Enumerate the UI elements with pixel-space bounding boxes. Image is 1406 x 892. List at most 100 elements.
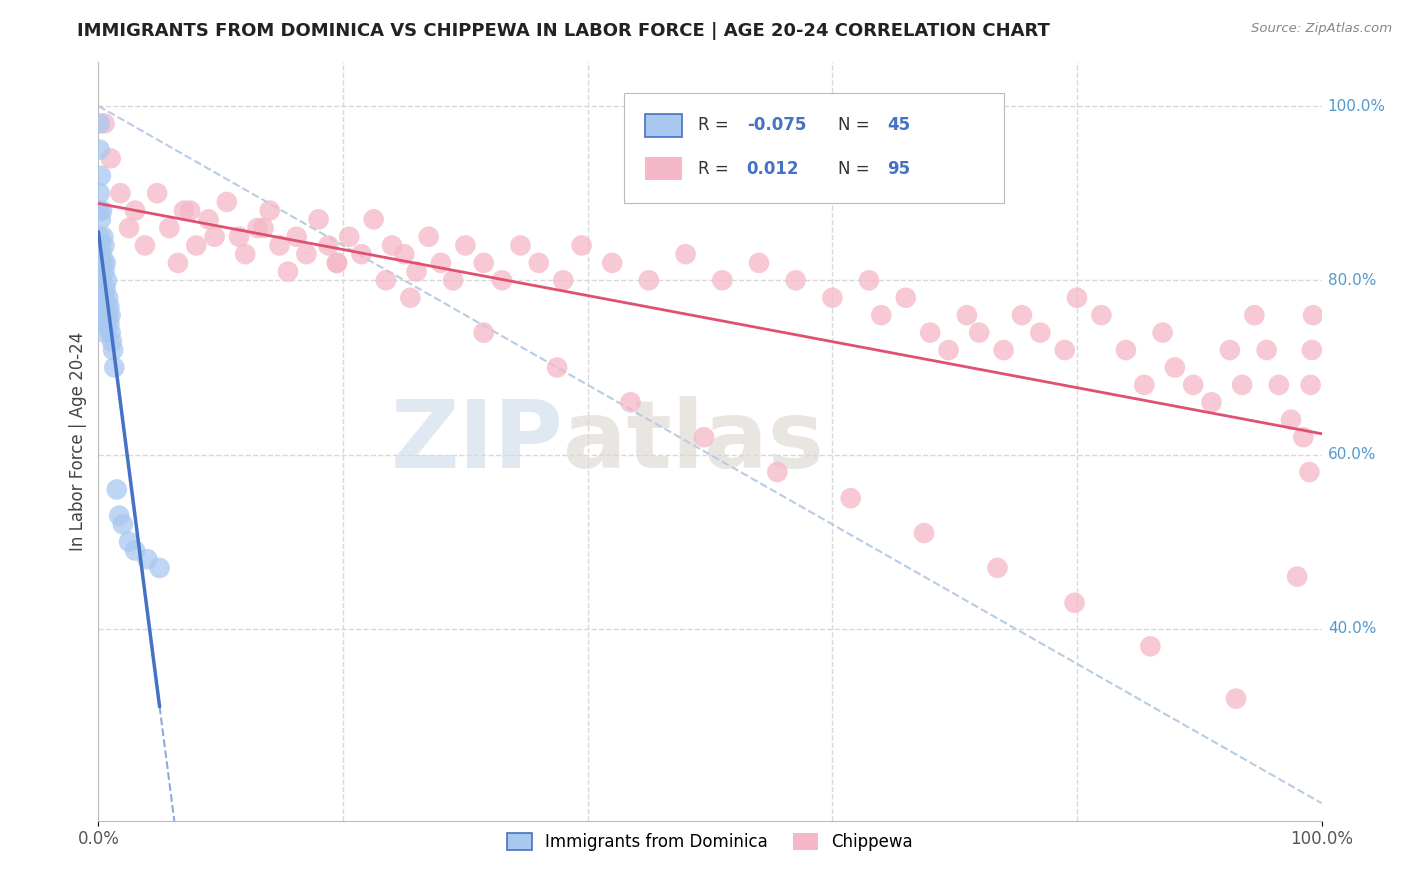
Text: atlas: atlas: [564, 395, 824, 488]
Point: [89, 186, 111, 201]
Point: [94, 300, 117, 314]
Point: [91, 203, 114, 218]
Point: [179, 203, 201, 218]
Point: [418, 229, 440, 244]
Point: [956, 308, 979, 322]
Point: [91, 300, 114, 314]
Point: [98, 300, 121, 314]
Point: [1256, 343, 1278, 357]
Point: [96, 273, 118, 287]
Point: [93, 238, 115, 252]
Text: IMMIGRANTS FROM DOMINICA VS CHIPPEWA IN LABOR FORCE | AGE 20-24 CORRELATION CHAR: IMMIGRANTS FROM DOMINICA VS CHIPPEWA IN …: [77, 22, 1050, 40]
Point: [136, 552, 159, 566]
Y-axis label: In Labor Force | Age 20-24: In Labor Force | Age 20-24: [69, 332, 87, 551]
Point: [228, 229, 250, 244]
Point: [215, 194, 238, 209]
Point: [101, 334, 124, 349]
Point: [93, 308, 115, 322]
Point: [1279, 413, 1302, 427]
Point: [1152, 326, 1174, 340]
Point: [93, 116, 115, 130]
Point: [326, 256, 349, 270]
Point: [167, 256, 190, 270]
Point: [308, 212, 330, 227]
Point: [766, 465, 789, 479]
Point: [186, 238, 208, 252]
Text: 95: 95: [887, 160, 911, 178]
Point: [94, 317, 117, 331]
Point: [1090, 308, 1112, 322]
Point: [1268, 377, 1291, 392]
Point: [1139, 640, 1161, 654]
Point: [197, 212, 219, 227]
Point: [1286, 569, 1309, 583]
Point: [894, 291, 917, 305]
Point: [134, 238, 156, 252]
Point: [1029, 326, 1052, 340]
Point: [337, 229, 360, 244]
Point: [546, 360, 568, 375]
Point: [392, 247, 416, 261]
Text: 100.0%: 100.0%: [1327, 98, 1386, 113]
Point: [103, 360, 125, 375]
Point: [252, 221, 274, 235]
Point: [91, 291, 114, 305]
Point: [748, 256, 770, 270]
Point: [124, 203, 146, 218]
Point: [472, 256, 495, 270]
Point: [509, 238, 531, 252]
Point: [246, 221, 269, 235]
Point: [318, 238, 340, 252]
Text: 0.012: 0.012: [747, 160, 799, 178]
Point: [363, 212, 385, 227]
Point: [96, 317, 118, 331]
Point: [157, 221, 180, 235]
Point: [89, 229, 111, 244]
Point: [97, 308, 120, 322]
Text: ZIP: ZIP: [391, 395, 564, 488]
Point: [1164, 360, 1187, 375]
Point: [90, 212, 112, 227]
Point: [1225, 691, 1247, 706]
Text: 45: 45: [887, 116, 911, 135]
FancyBboxPatch shape: [624, 93, 1004, 202]
Point: [858, 273, 880, 287]
Point: [101, 343, 124, 357]
Point: [96, 300, 118, 314]
Point: [1298, 465, 1320, 479]
Legend: Immigrants from Dominica, Chippewa: Immigrants from Dominica, Chippewa: [501, 826, 920, 858]
Point: [1301, 343, 1323, 357]
Point: [1243, 308, 1265, 322]
Point: [1011, 308, 1033, 322]
Point: [454, 238, 477, 252]
Text: -0.075: -0.075: [747, 116, 806, 135]
Point: [91, 282, 114, 296]
Point: [285, 229, 308, 244]
Point: [89, 143, 111, 157]
Point: [124, 543, 146, 558]
Text: 40.0%: 40.0%: [1327, 622, 1376, 636]
Point: [675, 247, 697, 261]
Point: [89, 203, 111, 218]
Point: [93, 326, 115, 340]
Point: [1201, 395, 1223, 409]
Point: [912, 526, 935, 541]
Point: [1230, 377, 1253, 392]
Point: [381, 238, 404, 252]
Point: [89, 116, 111, 130]
Point: [91, 273, 114, 287]
Point: [430, 256, 453, 270]
Point: [1182, 377, 1205, 392]
Text: 80.0%: 80.0%: [1327, 273, 1376, 288]
Point: [399, 291, 422, 305]
Point: [149, 561, 172, 575]
Point: [693, 430, 716, 444]
Point: [405, 264, 427, 278]
Point: [600, 256, 623, 270]
Point: [91, 229, 114, 244]
Point: [839, 491, 862, 506]
Point: [967, 326, 990, 340]
Point: [821, 291, 844, 305]
Point: [108, 508, 131, 523]
Point: [920, 326, 942, 340]
